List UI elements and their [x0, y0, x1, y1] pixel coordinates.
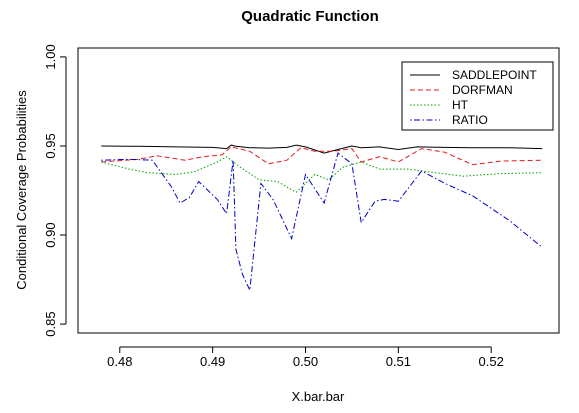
legend-label-ht: HT: [452, 98, 469, 112]
y-tick-label: 0.90: [43, 222, 58, 247]
x-tick-label: 0.51: [386, 354, 411, 369]
x-axis-label: X.bar.bar: [292, 389, 345, 404]
y-axis-label: Conditional Coverage Probabilities: [14, 90, 29, 290]
legend-label-ratio: RATIO: [452, 113, 488, 127]
x-tick-label: 0.49: [200, 354, 225, 369]
legend-label-dorfman: DORFMAN: [452, 83, 513, 97]
x-tick-label: 0.50: [293, 354, 318, 369]
plot-area-frame: [77, 47, 560, 334]
x-axis-ticks: 0.48 0.49 0.50 0.51 0.52: [107, 347, 504, 369]
series-layer: [101, 144, 543, 293]
legend-box: [401, 61, 554, 131]
y-tick-label: 0.85: [43, 311, 58, 336]
series-line-ratio: [101, 152, 543, 293]
y-tick-label: 1.00: [43, 44, 58, 69]
y-tick-label: 0.95: [43, 133, 58, 158]
series-line-dorfman: [101, 146, 543, 166]
legend-label-saddlepoint: SADDLEPOINT: [452, 68, 537, 82]
x-tick-label: 0.52: [479, 354, 504, 369]
series-line-ht: [101, 156, 543, 193]
y-axis-ticks: 0.85 0.90 0.95 1.00: [43, 44, 66, 337]
series-line-saddlepoint: [101, 144, 543, 154]
x-tick-label: 0.48: [107, 354, 132, 369]
chart-title: Quadratic Function: [241, 8, 379, 25]
